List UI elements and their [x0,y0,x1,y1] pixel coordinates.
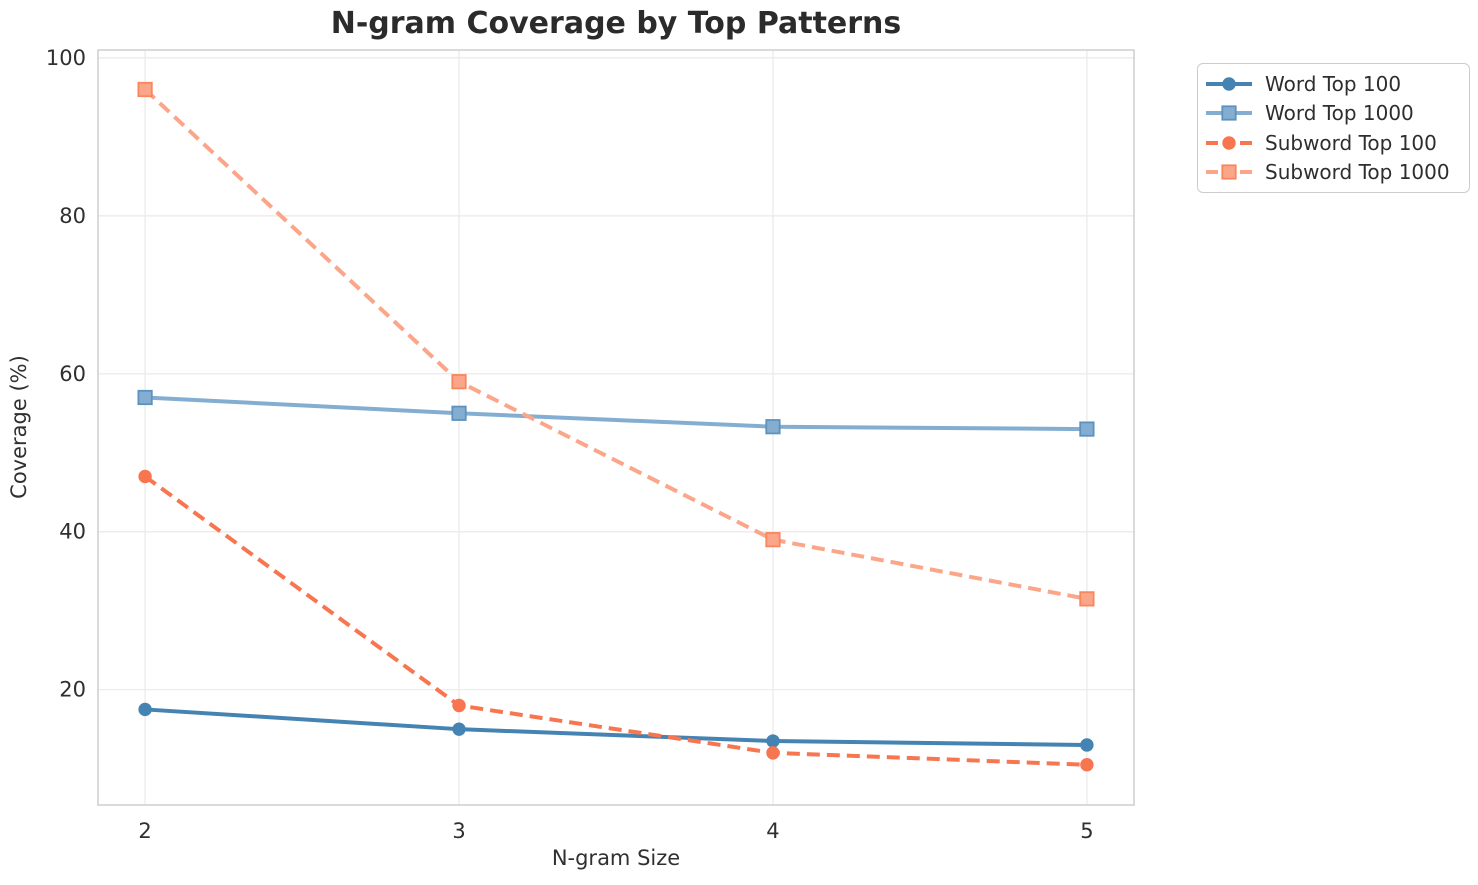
series-subword-top-1000 [137,81,1095,607]
series-subword-top-1000-line [143,88,1088,601]
x-tick-label: 3 [452,819,465,843]
legend-item-label: Subword Top 1000 [1265,160,1450,185]
legend-item-subword-top-1000: Subword Top 1000 [1205,158,1463,188]
y-tick-label: 80 [59,204,86,228]
data-point [137,81,153,98]
series-subword-top-100 [138,469,1094,772]
x-tick-label: 5 [1080,819,1093,843]
data-point [765,419,781,435]
legend-item-subword-top-100: Subword Top 100 [1205,128,1463,158]
x-axis-label: N-gram Size [551,846,681,870]
data-point [1080,738,1094,752]
data-point [766,746,780,760]
legend-marker-square-icon [1221,105,1237,121]
data-point [765,532,781,548]
legend-marker-circle-icon [1222,77,1236,91]
legend-item-label: Word Top 1000 [1265,101,1414,126]
series-subword-top-100-line [143,474,1087,767]
y-tick-labels: 20 40 60 80 100 [46,46,86,702]
y-tick-label: 60 [59,362,86,386]
y-tick-label: 40 [59,520,86,544]
y-tick-label: 20 [59,678,86,702]
data-point [451,405,467,421]
data-point [1079,591,1095,607]
data-point [138,702,152,717]
legend-swatch-circle-icon [1206,77,1252,91]
legend-swatch-circle-icon [1206,136,1252,150]
y-tick-label: 100 [46,46,86,70]
series-word-top-1000 [137,389,1095,437]
series-word-top-100-line [144,707,1087,747]
grid [98,50,1134,805]
legend-item-label: Word Top 100 [1265,71,1402,96]
series-word-top-1000-line [144,395,1087,432]
chart-title: N-gram Coverage by Top Patterns [330,6,902,41]
data-point [138,469,152,484]
legend-item-word-top-100: Word Top 100 [1205,69,1463,99]
legend-marker-circle-icon [1222,136,1236,150]
legend-swatch-square-icon [1206,164,1252,180]
x-tick-labels: 2 3 4 5 [138,819,1093,843]
legend-swatch-square-icon [1206,105,1252,121]
legend-item-label: Subword Top 100 [1265,130,1437,155]
data-point [452,722,466,736]
legend: Word Top 100 Word Top 1000 Subword Top 100… [1197,63,1470,193]
legend-marker-square-icon [1221,164,1237,180]
data-point [452,698,466,713]
series-word-top-100 [138,702,1094,752]
x-tick-label: 2 [138,819,151,843]
data-point [766,734,780,748]
x-tick-label: 4 [766,819,779,843]
data-point [1079,421,1095,437]
legend-item-word-top-1000: Word Top 1000 [1205,99,1463,129]
axes-spines [97,49,1135,806]
data-point [1080,758,1094,772]
data-point [451,374,467,390]
data-point [137,389,153,406]
